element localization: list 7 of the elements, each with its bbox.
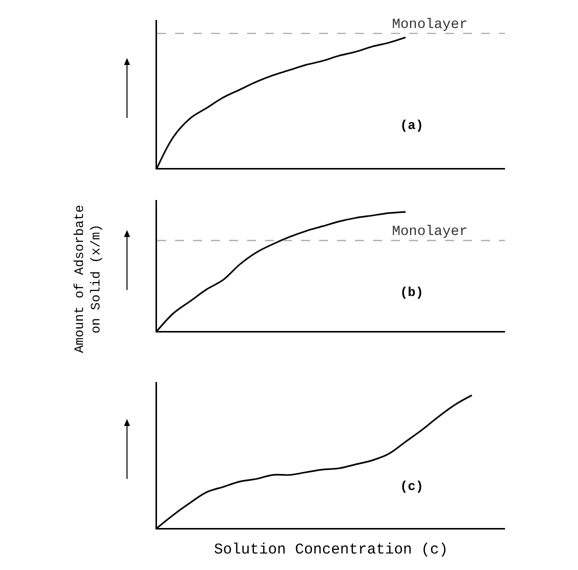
- y-axis-title: Amount of Adsorbate on Solid (x/m): [72, 204, 104, 353]
- x-axis-title: Solution Concentration (c): [214, 541, 448, 558]
- ref-line-label: Monolayer: [392, 17, 468, 33]
- annotation: (c): [400, 479, 424, 494]
- annotation: (b): [400, 285, 424, 300]
- ref-line-label: Monolayer: [392, 224, 468, 240]
- annotation: (a): [400, 118, 424, 133]
